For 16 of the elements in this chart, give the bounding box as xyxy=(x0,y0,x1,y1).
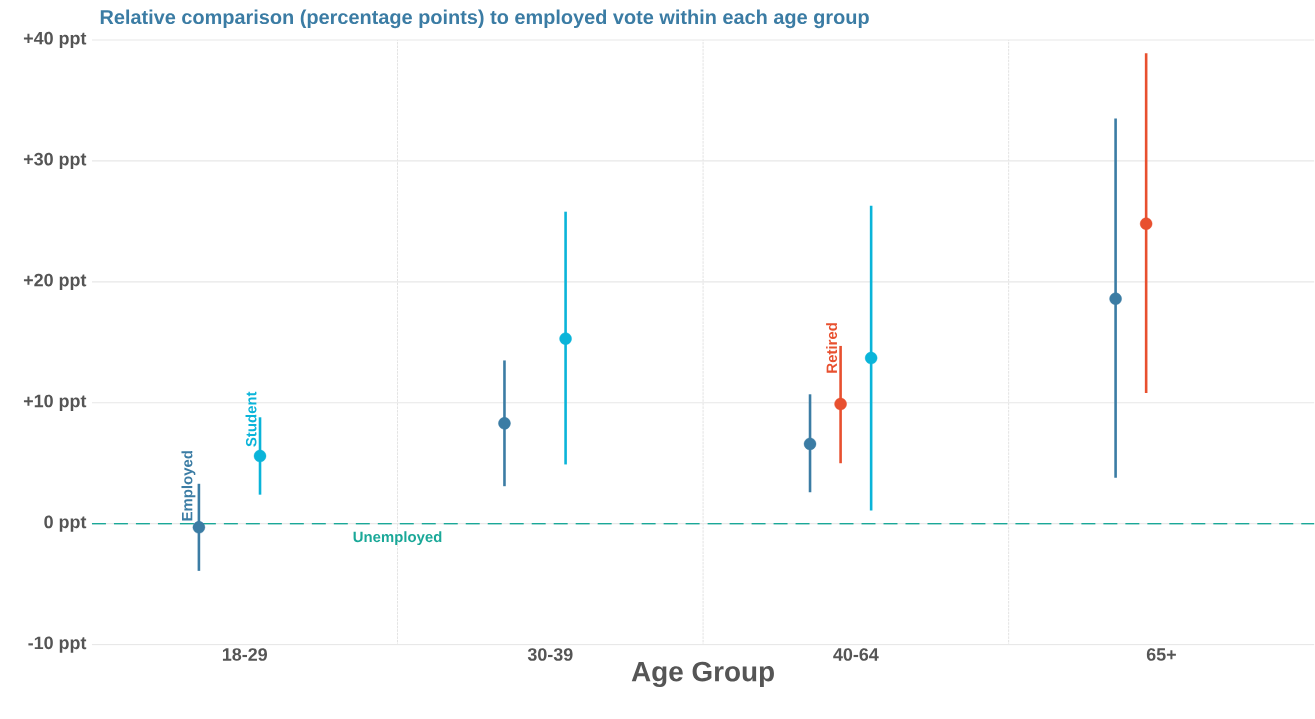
x-tick-label: 40-64 xyxy=(833,648,879,662)
text: Student xyxy=(245,391,257,447)
y-tick-label: 0 ppt xyxy=(44,515,87,533)
y-tick-label: +40 ppt xyxy=(23,32,87,49)
x-tick-label: 30-39 xyxy=(527,648,573,662)
text: Employed xyxy=(181,451,196,521)
x-tick-label: 65+ xyxy=(1146,648,1176,662)
y-tick-label: +10 ppt xyxy=(23,394,87,412)
y-tick-label: +30 ppt xyxy=(23,152,87,170)
x-axis-title: Age Group xyxy=(631,661,774,688)
chart-title: Relative comparison (percentage points) to employed vote within each age group xyxy=(100,9,869,29)
text: Retired xyxy=(826,323,838,373)
x-tick-label: 18-29 xyxy=(222,648,267,662)
y-tick-label: +20 ppt xyxy=(23,273,87,291)
y-tick-label: -10 ppt xyxy=(28,636,87,653)
ref-line-label: Unemployed xyxy=(353,531,442,546)
